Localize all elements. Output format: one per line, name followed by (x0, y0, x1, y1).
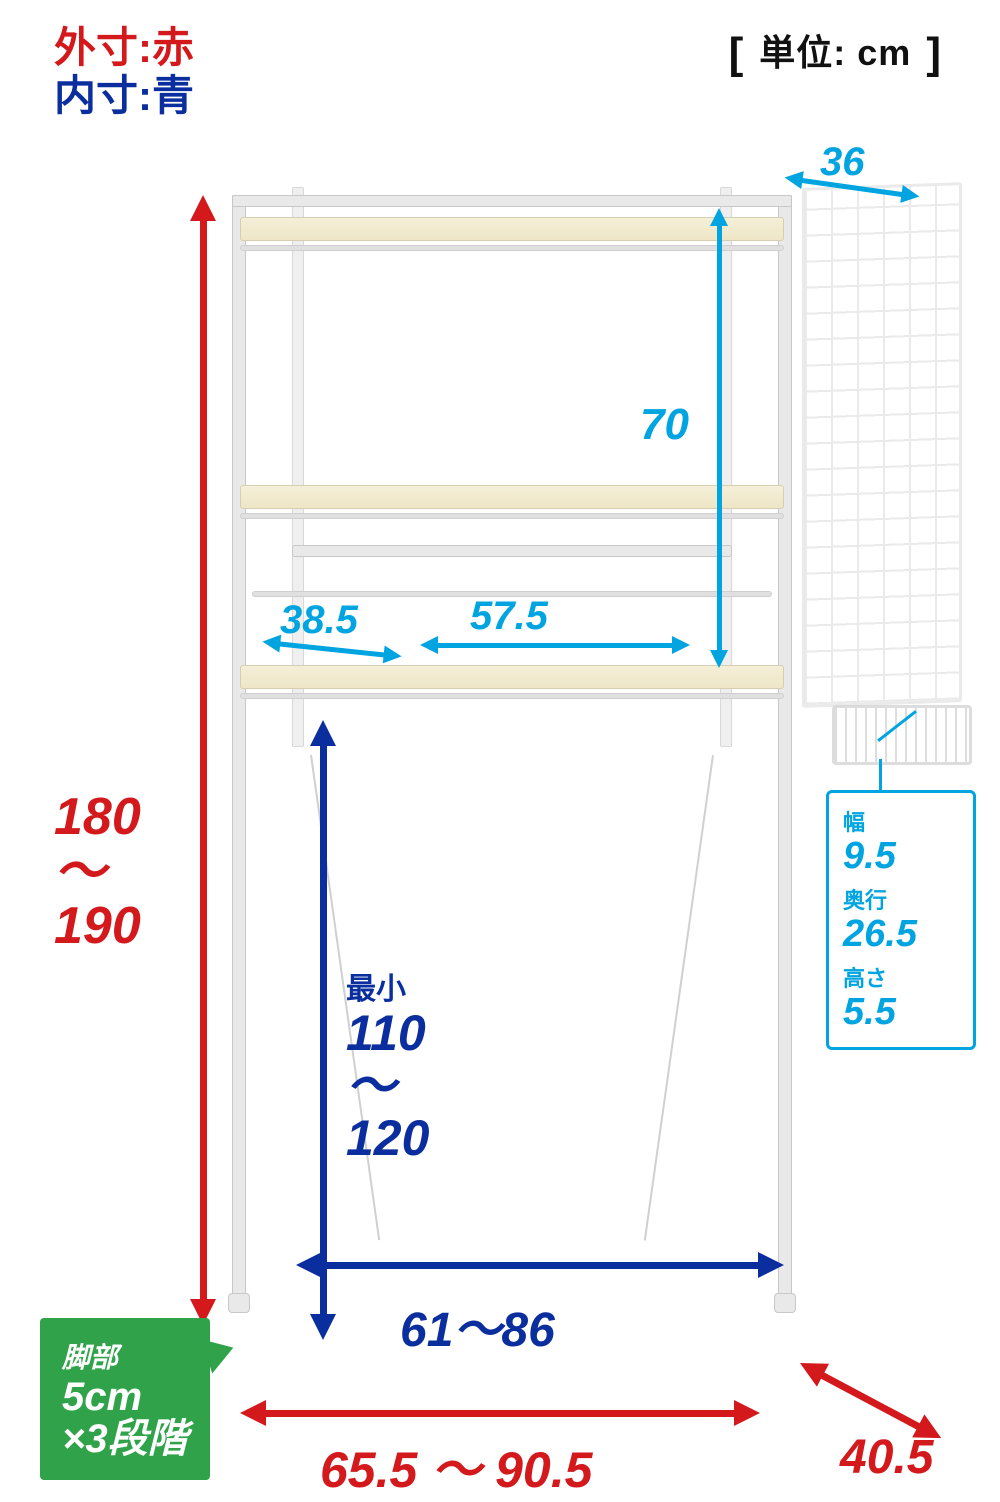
label-inner-height-val: 110 〜 120 (346, 1005, 429, 1166)
rail-low (240, 693, 784, 699)
basket-depth-lbl: 奥行 (843, 883, 963, 915)
label-outer-height: 180 〜 190 (54, 790, 141, 954)
label-inner-width: 61〜86 (400, 1290, 555, 1360)
label-shelf-depth: 38.5 (280, 598, 358, 643)
crossbar-top (232, 195, 792, 207)
arrow-inner-width (296, 1252, 784, 1278)
rail-mid (240, 513, 784, 519)
arrow-outer-height (190, 195, 216, 1325)
basket-depth-val: 26.5 (843, 913, 917, 955)
legend-inner: 内寸:青 (54, 72, 194, 120)
strut-right (644, 755, 714, 1241)
foot-badge: 脚部 5cm ×3段階 (40, 1318, 210, 1480)
basket-height-row: 高さ 5.5 (843, 961, 963, 1031)
side-basket (832, 705, 972, 765)
foot-badge-pointer-icon (201, 1331, 239, 1374)
label-outer-width: 65.5 〜 90.5 (320, 1430, 592, 1502)
arrow-inner-height (310, 720, 336, 1340)
side-mesh-panel (802, 182, 962, 708)
post-rear-left (292, 187, 304, 747)
shelf-low (240, 665, 784, 689)
post-front-right (778, 195, 792, 1305)
label-inner-height-prefix: 最小 (346, 975, 429, 1005)
basket-width-val: 9.5 (843, 835, 896, 877)
label-inner-height: 最小 110 〜 120 (346, 975, 429, 1165)
label-shelf-gap: 70 (640, 400, 689, 450)
bracket-left: [ (725, 29, 749, 78)
post-front-left (232, 195, 246, 1305)
legend-outer: 外寸:赤 (54, 24, 194, 72)
callout-leader (879, 759, 882, 793)
basket-callout: 幅 9.5 奥行 26.5 高さ 5.5 (826, 790, 976, 1050)
basket-depth-row: 奥行 26.5 (843, 883, 963, 953)
basket-width-lbl: 幅 (843, 805, 963, 837)
label-outer-depth: 40.5 (840, 1430, 933, 1485)
unit-text: 単位: cm (759, 32, 911, 73)
arrow-outer-width (240, 1400, 760, 1426)
basket-width-row: 幅 9.5 (843, 805, 963, 875)
arrow-shelf-width (420, 636, 690, 654)
basket-height-lbl: 高さ (843, 961, 963, 993)
bracket-right: ] (922, 29, 946, 78)
shelf-mid (240, 485, 784, 509)
diagram-stage: 外寸:赤 内寸:青 [ 単位: cm ] (0, 0, 1000, 1500)
foot-badge-line1: 脚部 (62, 1336, 188, 1376)
legend-block: 外寸:赤 内寸:青 (54, 24, 194, 121)
foot-badge-line2a: 5cm (62, 1376, 188, 1418)
slide-tray (292, 545, 732, 557)
label-shelf-width: 57.5 (470, 594, 548, 639)
shelf-top (240, 217, 784, 241)
unit-label: [ 単位: cm ] (725, 24, 946, 79)
rail-top (240, 245, 784, 251)
foot-fr (774, 1293, 796, 1313)
foot-fl (228, 1293, 250, 1313)
basket-height-val: 5.5 (843, 991, 896, 1033)
label-side-depth: 36 (820, 140, 865, 185)
foot-badge-line2b: ×3段階 (62, 1418, 188, 1460)
arrow-shelf-gap (710, 208, 728, 668)
